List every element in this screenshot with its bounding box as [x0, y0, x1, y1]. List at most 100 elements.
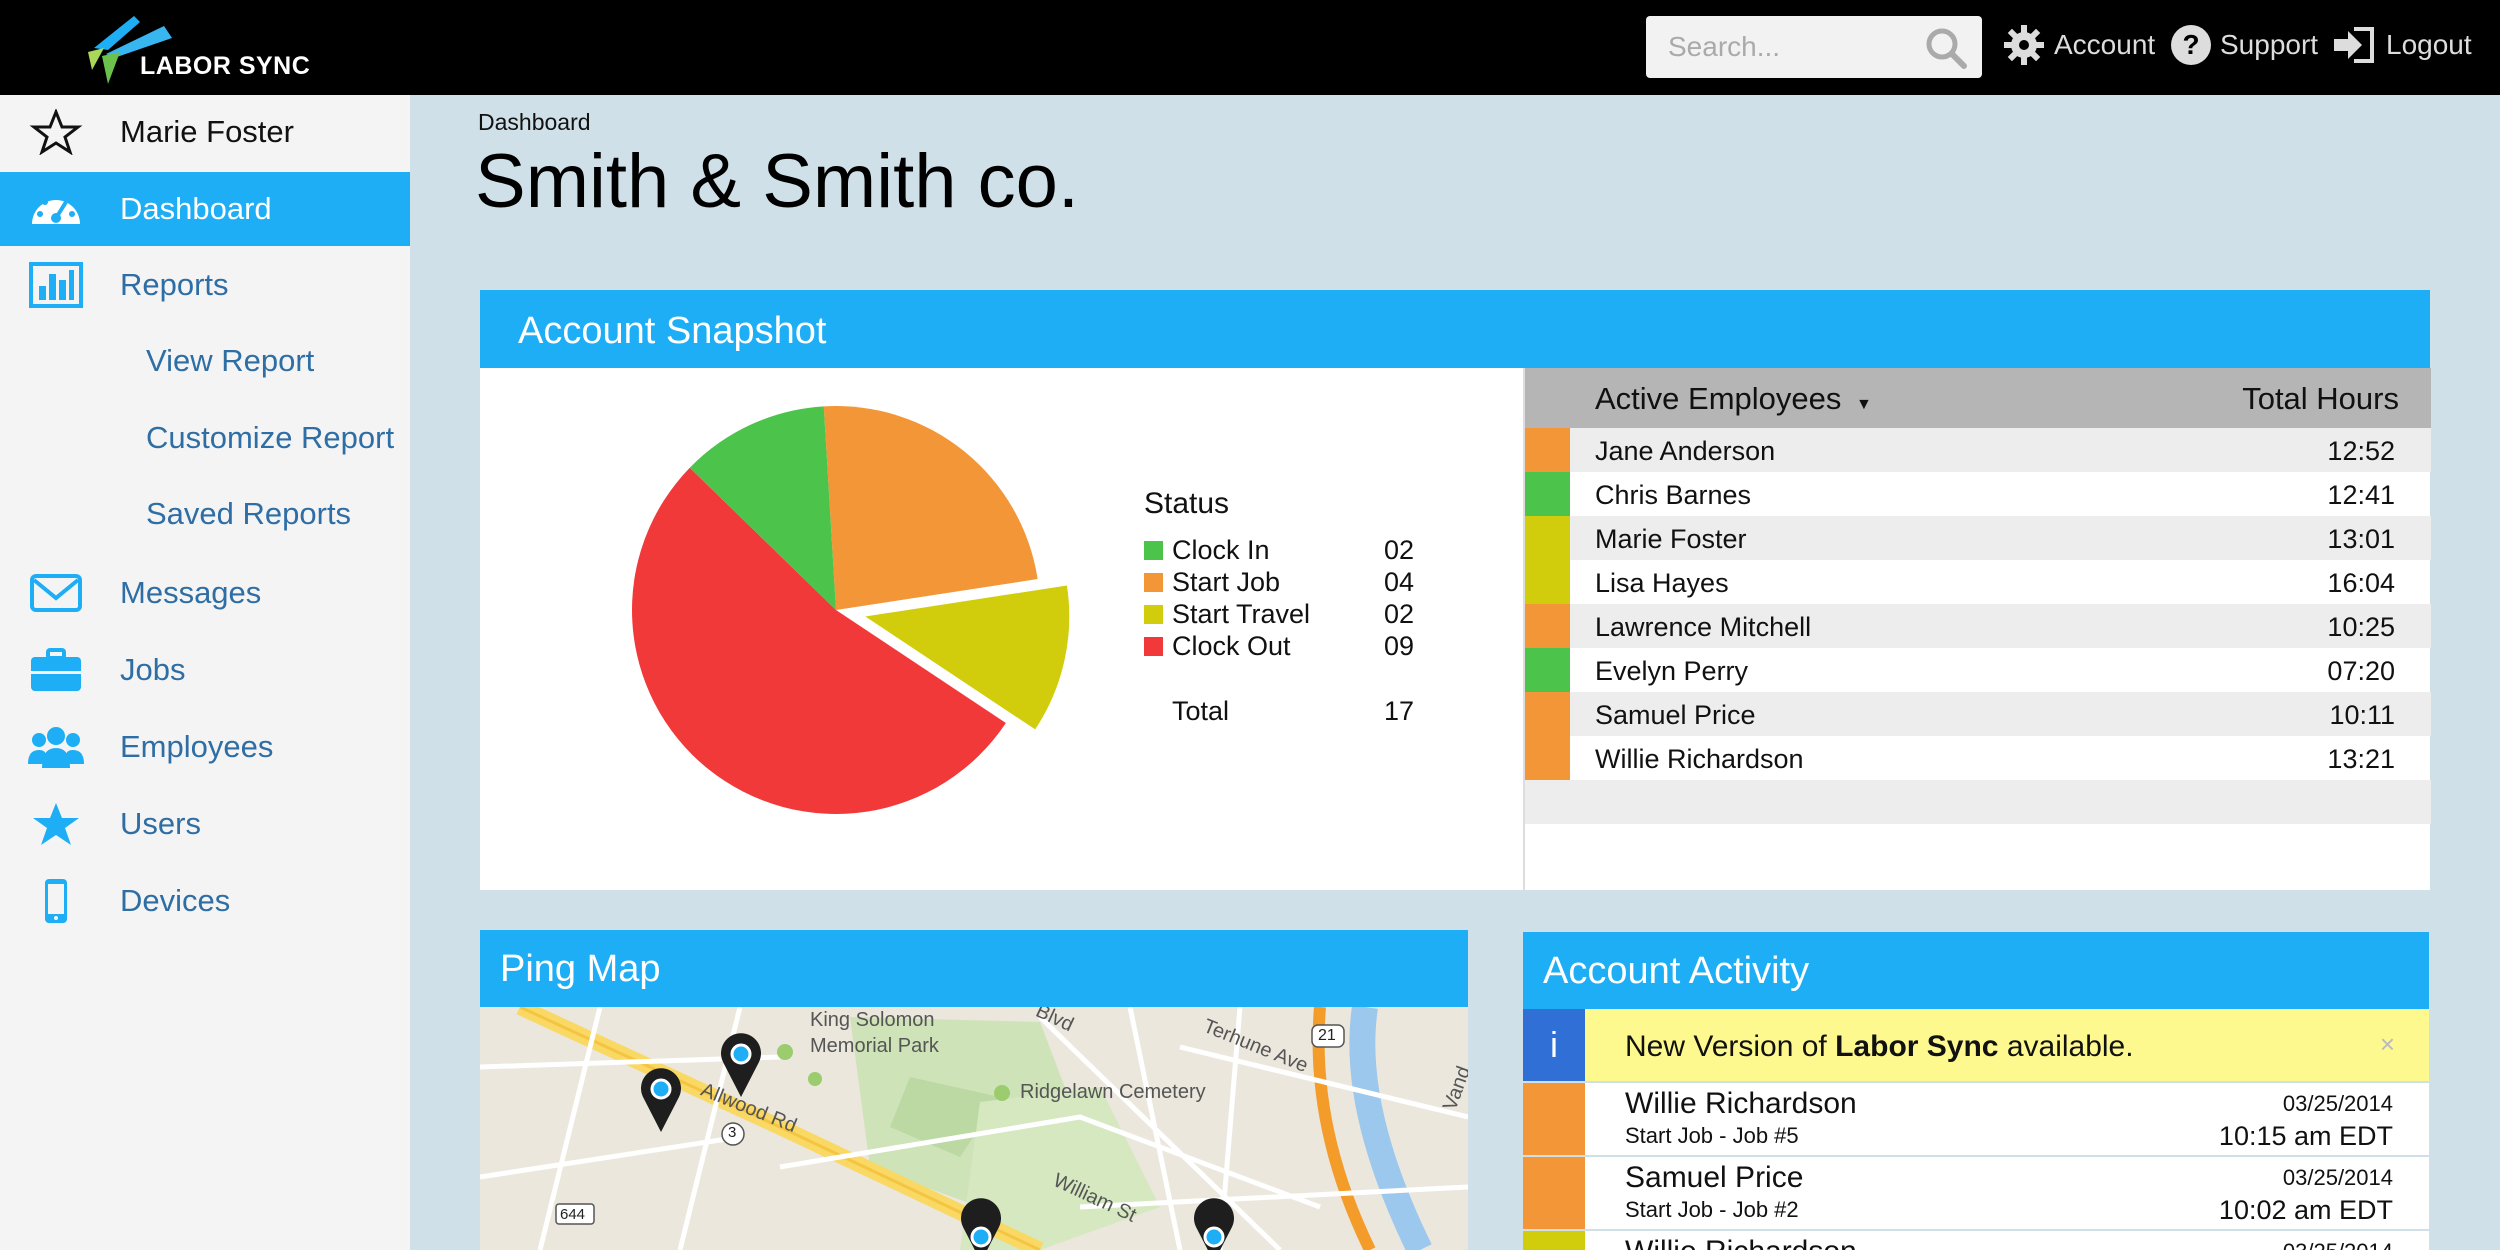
pie-slice-clock-out[interactable] [632, 467, 1006, 814]
active-employees-column-header[interactable]: Active Employees ▼ [1595, 381, 1872, 417]
notice-suffix: available. [1998, 1030, 2134, 1063]
brand-name: LABOR SYNC [140, 52, 311, 80]
table-row[interactable]: Marie Foster 13:01 [1525, 516, 2431, 560]
svg-text:?: ? [2182, 29, 2199, 60]
close-icon[interactable]: × [2379, 1029, 2395, 1059]
bar-chart-icon [29, 262, 83, 308]
employee-name: Lawrence Mitchell [1595, 612, 1812, 642]
sidebar-item-users[interactable]: Users [0, 787, 410, 861]
pie-slice-start-travel[interactable] [865, 585, 1070, 730]
sidebar-item-reports[interactable]: Reports [0, 248, 410, 322]
table-row[interactable]: Chris Barnes 12:41 [1525, 472, 2431, 516]
activity-employee-name: Samuel Price [1625, 1161, 1804, 1194]
legend-label: Clock Out [1172, 631, 1291, 661]
logout-icon [2334, 27, 2374, 63]
legend-label: Start Travel [1172, 599, 1311, 629]
pie-slice-clock-in[interactable] [689, 406, 836, 610]
legend-swatch [1144, 573, 1163, 592]
legend-label: Start Job [1172, 567, 1281, 597]
employee-hours: 10:25 [2327, 612, 2395, 642]
ping-map-header: Ping Map [480, 930, 1468, 1007]
route-shield: 644 [560, 1206, 586, 1223]
sidebar-item-jobs[interactable]: Jobs [0, 633, 410, 707]
status-color-swatch [1523, 1231, 1585, 1250]
support-link[interactable]: ? Support [2170, 20, 2318, 70]
legend-value: 09 [1383, 631, 1414, 661]
legend-swatch [1144, 541, 1163, 560]
table-row[interactable]: Jane Anderson 12:52 [1525, 428, 2431, 472]
legend-label: Clock In [1172, 535, 1270, 565]
pie-slice-start-job[interactable] [823, 406, 1038, 610]
account-link[interactable]: Account [2002, 20, 2155, 70]
legend-item-clock-out: Clock Out 09 [1144, 631, 1414, 663]
sidebar-user[interactable]: Marie Foster [0, 95, 410, 169]
map-canvas [480, 1007, 1468, 1250]
route-shield: 3 [728, 1124, 737, 1141]
labor-sync-logo-icon[interactable] [84, 8, 314, 88]
legend-item-clock-in: Clock In 02 [1144, 535, 1414, 567]
logout-link[interactable]: Logout [2332, 20, 2472, 70]
search-input[interactable] [1646, 16, 1916, 78]
table-empty-row [1525, 780, 2431, 824]
total-hours-column-header[interactable]: Total Hours [2242, 381, 2399, 416]
sidebar-item-saved-reports[interactable]: Saved Reports [146, 496, 352, 531]
column-label: Active Employees [1595, 381, 1842, 416]
legend-value: 04 [1383, 567, 1414, 597]
sidebar-item-employees[interactable]: Employees [0, 710, 410, 784]
ping-map-title: Ping Map [500, 948, 661, 990]
sidebar-item-label: Jobs [120, 652, 186, 687]
table-row[interactable]: Lisa Hayes 16:04 [1525, 560, 2431, 604]
legend-total: Total 17 [1144, 696, 1414, 728]
sidebar-item-label: Dashboard [120, 191, 272, 226]
sidebar-item-label: Users [120, 806, 201, 841]
employee-name: Lisa Hayes [1595, 568, 1729, 598]
account-activity-header: Account Activity [1523, 932, 2429, 1009]
sort-caret-icon: ▼ [1856, 396, 1872, 413]
search-icon[interactable] [1924, 26, 1968, 70]
status-color-swatch [1525, 692, 1570, 736]
status-color-swatch [1525, 648, 1570, 692]
activity-date: 03/25/2014 [2282, 1165, 2393, 1190]
search-box [1646, 16, 1982, 78]
employee-hours: 16:04 [2327, 568, 2395, 598]
activity-employee-name: Willie Richardson [1625, 1087, 1857, 1120]
employee-name: Willie Richardson [1595, 744, 1804, 774]
table-row[interactable]: Evelyn Perry 07:20 [1525, 648, 2431, 692]
briefcase-icon [31, 648, 81, 691]
sidebar-item-customize-report[interactable]: Customize Report [146, 420, 395, 455]
table-row[interactable]: Lawrence Mitchell 10:25 [1525, 604, 2431, 648]
account-snapshot-header: Account Snapshot [480, 290, 2430, 368]
activity-item[interactable]: Willie Richardson Start Job - Job #5 03/25… [1523, 1083, 2429, 1155]
table-header: Active Employees ▼ Total Hours [1525, 368, 2431, 428]
legend-total-value: 17 [1383, 696, 1414, 726]
map-label: King Solomon [810, 1009, 935, 1031]
activity-item[interactable]: Samuel Price Start Job - Job #2 03/25/2014… [1523, 1157, 2429, 1229]
legend-value: 02 [1383, 535, 1414, 565]
employee-name: Samuel Price [1595, 700, 1756, 730]
legend-title: Status [1144, 487, 1230, 520]
activity-date: 03/25/2014 [2283, 1239, 2393, 1250]
update-notice: i New Version of Labor Sync available. × [1523, 1009, 2429, 1081]
table-row[interactable]: Willie Richardson 13:21 [1525, 736, 2431, 780]
sidebar-item-messages[interactable]: Messages [0, 556, 410, 630]
notice-prefix: New Version of [1625, 1030, 1836, 1063]
notice-brand: Labor Sync [1835, 1030, 1999, 1063]
active-employees-table: Active Employees ▼ Total Hours Jane Ande… [1523, 368, 2431, 890]
employee-name: Evelyn Perry [1595, 656, 1749, 686]
sidebar-item-dashboard[interactable]: Dashboard [0, 172, 410, 246]
breadcrumb[interactable]: Dashboard [478, 109, 591, 135]
sidebar-item-view-report[interactable]: View Report [146, 343, 315, 378]
activity-time: 10:15 am EDT [2218, 1121, 2393, 1151]
legend-item-start-travel: Start Travel 02 [1144, 599, 1414, 631]
table-row[interactable]: Samuel Price 10:11 [1525, 692, 2431, 736]
legend-total-label: Total [1172, 696, 1230, 726]
sidebar-user-name: Marie Foster [120, 114, 294, 149]
status-color-swatch [1525, 428, 1570, 472]
employee-hours: 12:52 [2327, 436, 2395, 466]
route-shield: 21 [1318, 1027, 1336, 1044]
activity-item[interactable]: Willie Richardson 03/25/2014 [1523, 1231, 2429, 1250]
employee-name: Jane Anderson [1595, 436, 1776, 466]
ping-map[interactable]: King Solomon Memorial Park Ridgelawn Cem… [480, 1007, 1468, 1250]
dashboard-icon [32, 194, 80, 224]
sidebar-item-devices[interactable]: Devices [0, 864, 410, 938]
